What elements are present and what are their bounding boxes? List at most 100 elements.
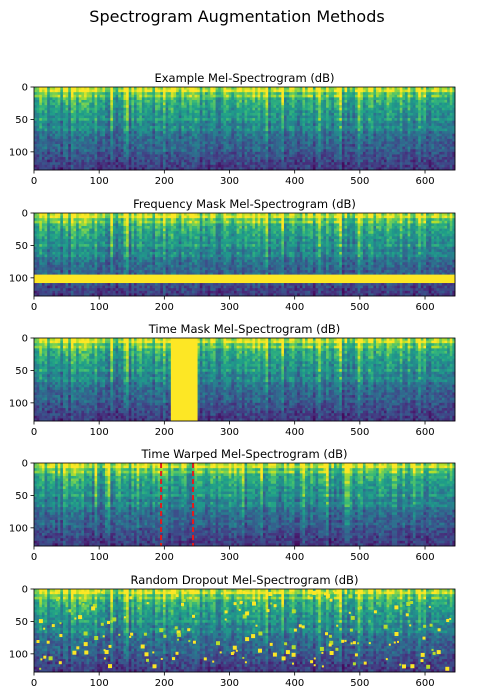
heatmap-cell	[168, 100, 171, 103]
heatmap-cell	[263, 90, 266, 93]
heatmap-cell	[87, 105, 90, 108]
heatmap-cell	[416, 141, 419, 144]
heatmap-cell	[73, 121, 76, 124]
heatmap-cell	[308, 144, 311, 147]
heatmap-cell	[68, 139, 71, 142]
heatmap-cell	[200, 87, 203, 90]
heatmap-cell	[439, 105, 442, 108]
heatmap-cell	[58, 144, 61, 147]
heatmap-cell	[129, 87, 132, 90]
heatmap-cell	[289, 141, 292, 144]
heatmap-cell	[347, 118, 350, 121]
heatmap-cell	[300, 87, 303, 90]
heatmap-cell	[52, 103, 55, 106]
heatmap-cell	[210, 116, 213, 119]
heatmap-cell	[68, 118, 71, 121]
heatmap-cell	[255, 90, 258, 93]
heatmap-cell	[308, 134, 311, 137]
heatmap-cell	[173, 134, 176, 137]
heatmap-cell	[202, 126, 205, 129]
heatmap-cell	[234, 126, 237, 129]
heatmap-cell	[50, 136, 53, 139]
heatmap-cell	[116, 121, 119, 124]
heatmap-cell	[263, 110, 266, 113]
heatmap-cell	[76, 131, 79, 134]
heatmap-cell	[426, 97, 429, 100]
heatmap-cell	[87, 131, 90, 134]
heatmap-cell	[166, 136, 169, 139]
heatmap-cell	[173, 110, 176, 113]
heatmap-cell	[187, 129, 190, 132]
heatmap-cell	[108, 139, 111, 142]
heatmap-cell	[229, 144, 232, 147]
heatmap-cell	[229, 113, 232, 116]
heatmap-cell	[113, 92, 116, 95]
heatmap-cell	[213, 95, 216, 98]
heatmap-cell	[47, 134, 50, 137]
heatmap-cell	[139, 87, 142, 90]
heatmap-cell	[260, 110, 263, 113]
heatmap-cell	[426, 116, 429, 119]
heatmap-cell	[58, 113, 61, 116]
heatmap-cell	[81, 90, 84, 93]
heatmap-cell	[310, 116, 313, 119]
heatmap-cell	[292, 105, 295, 108]
heatmap-cell	[181, 144, 184, 147]
heatmap-cell	[255, 100, 258, 103]
heatmap-cell	[39, 131, 42, 134]
heatmap-cell	[389, 121, 392, 124]
heatmap-cell	[331, 92, 334, 95]
heatmap-cell	[166, 118, 169, 121]
heatmap-cell	[34, 136, 37, 139]
heatmap-cell	[363, 97, 366, 100]
heatmap-cell	[281, 134, 284, 137]
heatmap-cell	[331, 103, 334, 106]
heatmap-cell	[442, 103, 445, 106]
heatmap-cell	[126, 92, 129, 95]
heatmap-cell	[45, 97, 48, 100]
heatmap-cell	[68, 92, 71, 95]
heatmap-cell	[108, 147, 111, 150]
heatmap-cell	[52, 105, 55, 108]
heatmap-cell	[231, 90, 234, 93]
heatmap-cell	[305, 118, 308, 121]
heatmap-cell	[326, 144, 329, 147]
heatmap-cell	[379, 103, 382, 106]
heatmap-cell	[55, 129, 58, 132]
heatmap-cell	[223, 131, 226, 134]
heatmap-cell	[58, 110, 61, 113]
heatmap-cell	[245, 108, 248, 111]
heatmap-cell	[202, 103, 205, 106]
heatmap-cell	[381, 123, 384, 126]
heatmap-cell	[437, 116, 440, 119]
heatmap-cell	[45, 141, 48, 144]
heatmap-cell	[126, 97, 129, 100]
heatmap-cell	[216, 97, 219, 100]
heatmap-cell	[100, 131, 103, 134]
heatmap-cell	[239, 118, 242, 121]
heatmap-cell	[95, 136, 98, 139]
heatmap-cell	[100, 129, 103, 132]
heatmap-cell	[123, 108, 126, 111]
heatmap-cell	[389, 103, 392, 106]
heatmap-cell	[181, 147, 184, 150]
heatmap-cell	[292, 103, 295, 106]
heatmap-cell	[394, 144, 397, 147]
heatmap-cell	[302, 121, 305, 124]
heatmap-cell	[397, 141, 400, 144]
heatmap-cell	[439, 110, 442, 113]
heatmap-cell	[400, 123, 403, 126]
heatmap-cell	[439, 121, 442, 124]
heatmap-cell	[255, 121, 258, 124]
heatmap-cell	[321, 92, 324, 95]
heatmap-cell	[242, 118, 245, 121]
heatmap-cell	[252, 108, 255, 111]
heatmap-cell	[200, 103, 203, 106]
heatmap-cell	[179, 92, 182, 95]
heatmap-cell	[208, 95, 211, 98]
heatmap-cell	[284, 90, 287, 93]
heatmap-cell	[81, 134, 84, 137]
heatmap-cell	[252, 95, 255, 98]
heatmap-cell	[34, 121, 37, 124]
heatmap-cell	[166, 103, 169, 106]
